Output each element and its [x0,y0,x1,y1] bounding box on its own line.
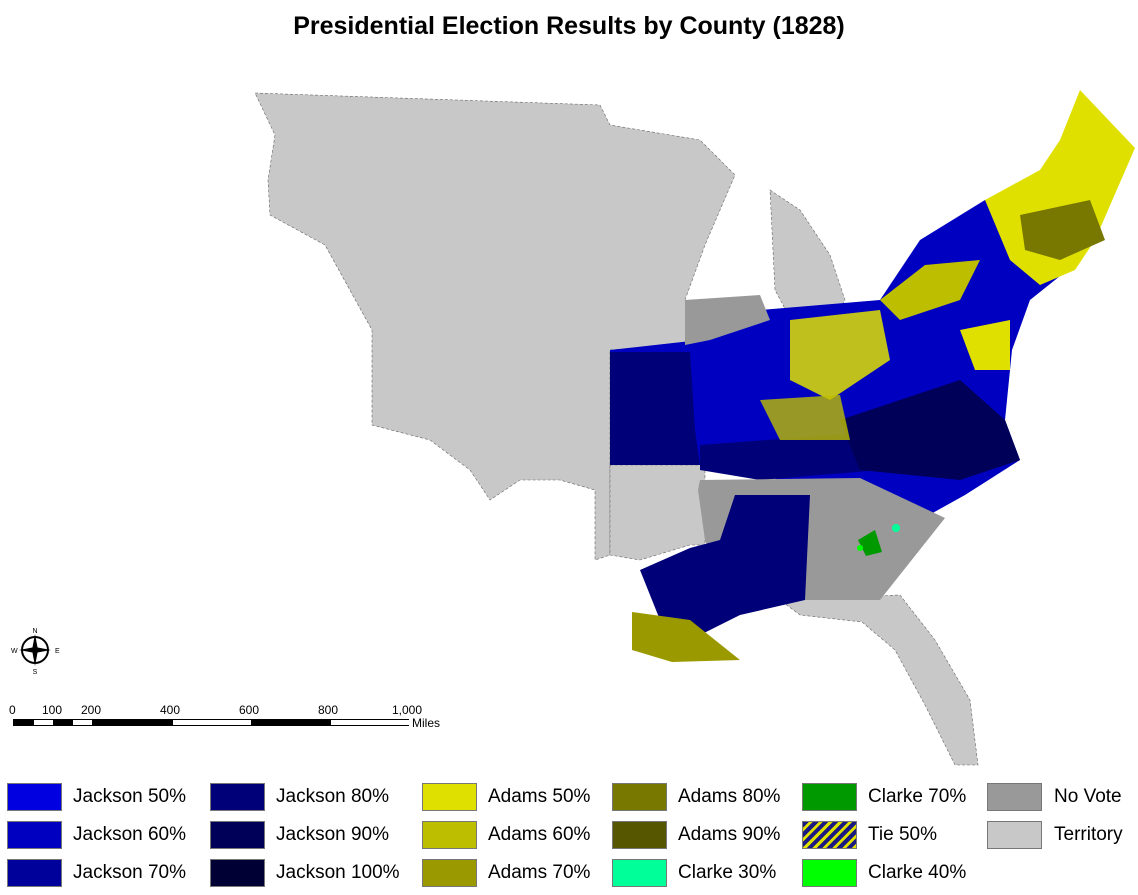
legend-label: Adams 50% [488,786,591,807]
legend-label: Jackson 100% [276,862,400,883]
legend-item: Jackson 80% [210,782,389,812]
virginia-region [840,380,1020,480]
legend-item: Adams 70% [422,858,590,888]
legend-swatch [422,859,477,887]
scale-tick: 100 [42,703,63,717]
legend-label: Adams 90% [678,824,781,845]
legend-item: Jackson 70% [7,858,186,888]
svg-text:E: E [55,648,60,655]
scale-tick: 1,000 [392,703,423,717]
legend-swatch [612,821,667,849]
scale-tick: 200 [81,703,102,717]
legend-label: Jackson 90% [276,824,390,845]
svg-text:W: W [11,648,18,655]
legend-item: Clarke 30% [612,858,776,888]
mississippi-alabama-region [640,495,810,640]
scale-tick: 400 [160,703,181,717]
scale-unit: Miles [412,716,441,730]
legend-item: Clarke 70% [802,782,966,812]
legend-swatch [7,821,62,849]
svg-text:N: N [32,628,37,635]
legend-swatch [612,783,667,811]
scale-tick: 600 [239,703,260,717]
legend-swatch [7,859,62,887]
illinois-no-vote [685,295,770,345]
florida-territory [779,594,979,766]
legend-label: Jackson 80% [276,786,390,807]
legend-item: Adams 60% [422,820,590,850]
georgia-clarke [858,530,882,556]
massachusetts-adams [1020,200,1105,260]
scale-tick: 0 [9,703,16,717]
legend-item: No Vote [987,782,1122,812]
legend-label: Clarke 40% [868,862,967,883]
svg-text:S: S [33,669,38,676]
legend-item: Adams 50% [422,782,590,812]
legend-swatch [422,783,477,811]
legend-label: No Vote [1054,786,1122,807]
kentucky-adams [760,395,850,440]
compass-rose-icon: N S E W [11,628,60,676]
legend-label: Territory [1054,824,1123,845]
legend-swatch [210,859,265,887]
legend-item: Jackson 50% [7,782,186,812]
legend-swatch [987,821,1042,849]
legend-swatch [802,783,857,811]
ohio-adams [790,310,890,400]
new-york-adams [880,260,980,320]
legend-item: Clarke 40% [802,858,966,888]
legend-label: Clarke 30% [678,862,777,883]
scale-tick: 800 [318,703,339,717]
legend-swatch [987,783,1042,811]
legend-item: Territory [987,820,1123,850]
michigan-territory [769,189,846,319]
new-england-adams [985,90,1135,285]
legend-item: Jackson 60% [7,820,186,850]
legend-swatch [802,821,857,849]
maryland-adams [960,320,1010,370]
legend-swatch [802,859,857,887]
legend-label: Adams 70% [488,862,591,883]
legend-item: Tie 50% [802,820,937,850]
legend-item: Adams 90% [612,820,780,850]
legend-swatch [210,821,265,849]
missouri-region [610,352,700,465]
legend-item: Jackson 100% [210,858,400,888]
western-territory [254,92,736,561]
legend-swatch [7,783,62,811]
legend-label: Adams 60% [488,824,591,845]
legend-label: Jackson 50% [73,786,187,807]
legend-swatch [422,821,477,849]
legend-label: Tie 50% [868,824,937,845]
legend-item: Adams 80% [612,782,780,812]
legend-label: Jackson 60% [73,824,187,845]
legend-item: Jackson 90% [210,820,389,850]
louisiana-region [632,612,740,662]
scale-bar [13,719,409,726]
legend-label: Clarke 70% [868,786,967,807]
legend-label: Adams 80% [678,786,781,807]
county-map: N S E W [11,90,1135,766]
legend-swatch [210,783,265,811]
map-title: Presidential Election Results by County … [293,12,845,40]
legend-label: Jackson 70% [73,862,187,883]
arkansas-territory [609,464,706,561]
legend-swatch [612,859,667,887]
